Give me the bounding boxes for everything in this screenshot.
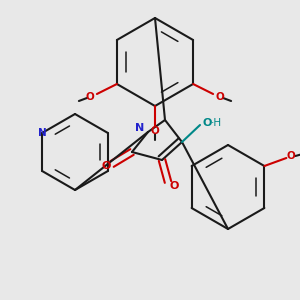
Text: N: N <box>135 123 145 133</box>
Text: O: O <box>202 118 212 128</box>
Text: N: N <box>38 128 46 138</box>
Text: O: O <box>101 161 111 171</box>
Text: O: O <box>216 92 224 101</box>
Text: O: O <box>85 92 94 101</box>
Text: ·H: ·H <box>210 118 222 128</box>
Text: O: O <box>169 181 179 191</box>
Text: O: O <box>151 126 159 136</box>
Text: O: O <box>287 151 296 161</box>
